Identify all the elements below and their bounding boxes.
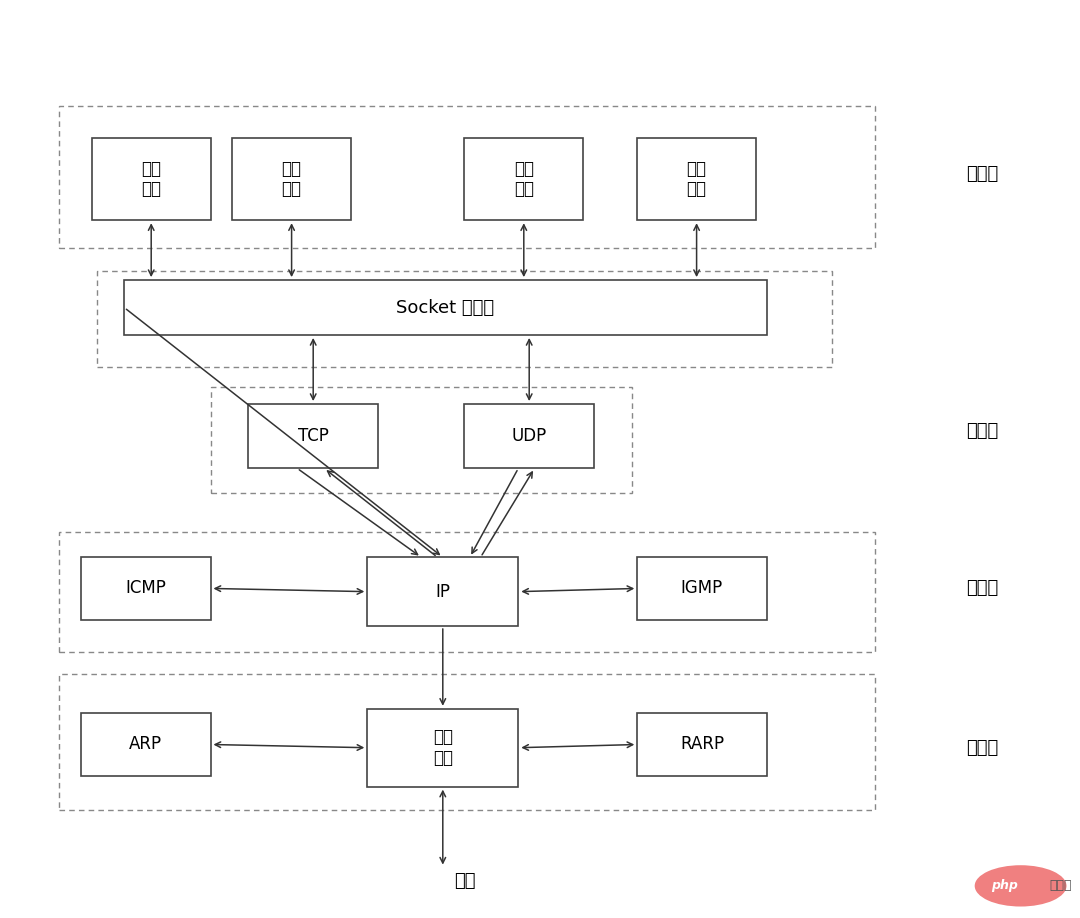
Bar [97, 271, 832, 367]
Text: IGMP: IGMP [680, 579, 724, 598]
Bar [637, 557, 767, 620]
Bar [464, 138, 583, 220]
Text: 中文网: 中文网 [1050, 879, 1072, 892]
Text: 应用层: 应用层 [967, 165, 999, 184]
Bar [81, 557, 211, 620]
Text: IP: IP [435, 583, 450, 600]
Ellipse shape [974, 865, 1067, 907]
Text: ARP: ARP [130, 735, 162, 754]
Bar [81, 713, 211, 776]
Text: 用户
进程: 用户 进程 [141, 160, 161, 198]
Text: ICMP: ICMP [125, 579, 166, 598]
Bar [248, 404, 378, 468]
Text: 网络层: 网络层 [967, 578, 999, 597]
Text: 运输层: 运输层 [967, 422, 999, 441]
Bar [637, 713, 767, 776]
Bar [211, 387, 632, 493]
Text: TCP: TCP [298, 427, 328, 445]
Bar [464, 404, 594, 468]
Bar [92, 138, 211, 220]
Bar [367, 709, 518, 787]
Bar [637, 138, 756, 220]
Text: 用户
进程: 用户 进程 [687, 160, 706, 198]
Text: 媒体: 媒体 [454, 872, 475, 890]
Text: UDP: UDP [512, 427, 546, 445]
Bar [59, 674, 875, 810]
Text: 用户
进程: 用户 进程 [514, 160, 534, 198]
Bar [59, 532, 875, 652]
Text: 用户
进程: 用户 进程 [282, 160, 301, 198]
Bar [232, 138, 351, 220]
Bar [124, 280, 767, 335]
Bar [59, 106, 875, 248]
Text: php: php [991, 879, 1017, 892]
Text: 硬件
接口: 硬件 接口 [433, 728, 453, 767]
Bar [367, 557, 518, 626]
Text: RARP: RARP [680, 735, 724, 754]
Text: Socket 抽象层: Socket 抽象层 [396, 298, 495, 317]
Text: 链路层: 链路层 [967, 739, 999, 757]
